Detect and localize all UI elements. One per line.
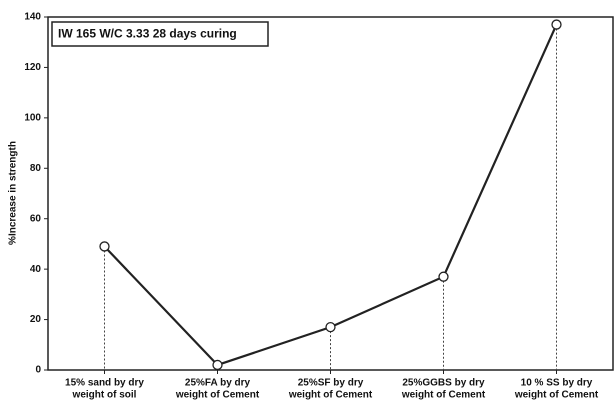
y-tick-label: 40 [30, 264, 42, 275]
x-tick-label: 25%FA by dry [185, 378, 251, 389]
y-tick-label: 120 [24, 62, 41, 73]
data-point [325, 321, 336, 333]
data-line [103, 24, 558, 367]
y-tick-label: 140 [24, 12, 41, 23]
x-tick-label: weight of Cement [514, 390, 599, 401]
y-tick-label: 80 [30, 163, 42, 174]
x-tick-label: weight of soil [72, 390, 137, 401]
x-tick-label: weight of Cement [401, 390, 486, 401]
data-point [438, 271, 449, 282]
y-axis-label: %Increase in strength [8, 141, 19, 245]
annotation: IW 165 W/C 3.33 28 days curing [58, 27, 237, 41]
data-point [212, 359, 223, 371]
x-tick-label: 25%GGBS by dry [402, 378, 485, 389]
y-tick-label: 60 [30, 213, 42, 224]
plot-frame [47, 16, 614, 371]
x-tick-label: 15% sand by dry [65, 378, 144, 389]
data-point [551, 19, 562, 30]
annotation-box [51, 21, 269, 47]
x-tick-label: 10 % SS by dry [521, 378, 593, 389]
x-tick-label: weight of Cement [288, 390, 373, 401]
data-point [99, 241, 110, 252]
x-tick-label: weight of Cement [175, 390, 260, 401]
x-tick-label: 25%SF by dry [298, 378, 364, 389]
y-tick-label: 20 [30, 314, 42, 325]
y-tick-label: 100 [24, 112, 41, 123]
y-tick-label: 0 [35, 365, 41, 376]
